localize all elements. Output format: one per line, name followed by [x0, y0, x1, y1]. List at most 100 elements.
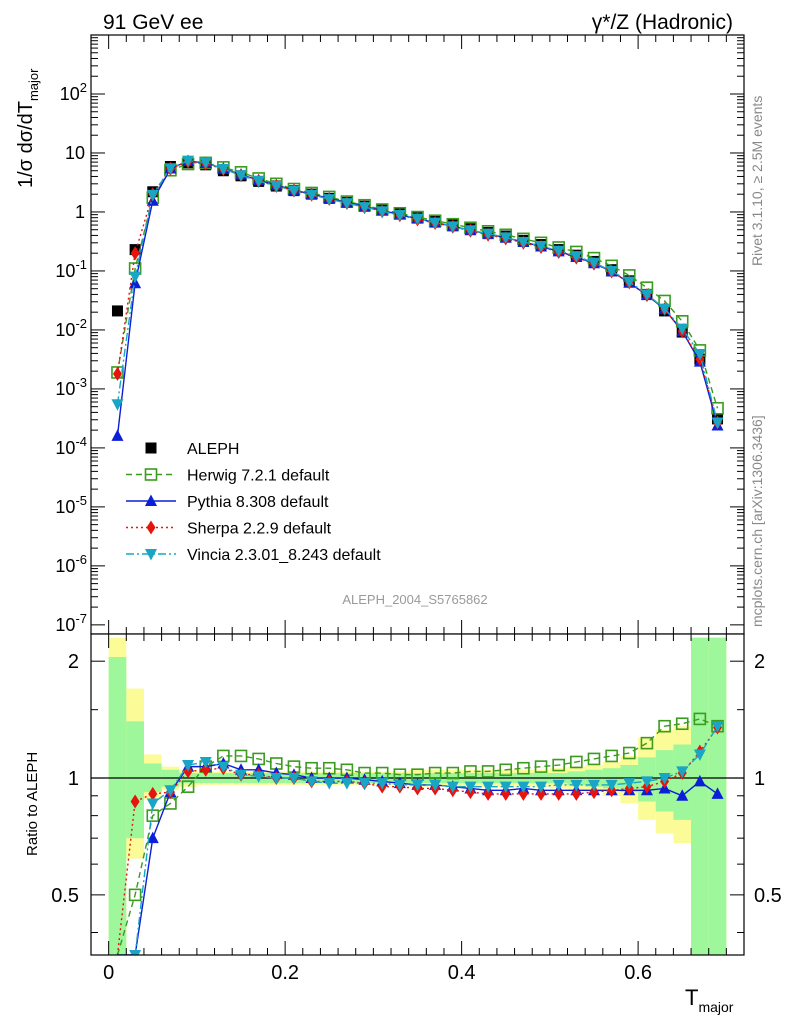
ratio-data-point [481, 765, 495, 778]
ratio-data-point [517, 761, 530, 775]
x-tick-label: 0.6 [624, 962, 652, 984]
ratio-data-point [483, 786, 493, 801]
main-y-tick-label: 1 [75, 202, 85, 222]
legend-marker [144, 468, 158, 481]
main-data-point [340, 198, 353, 210]
ratio-data-point [658, 773, 671, 785]
ratio-series-3 [117, 721, 724, 955]
main-data-point [393, 209, 406, 222]
main-data-point [640, 289, 653, 301]
rivet-version-label: Rivet 3.1.10, ≥ 2.5M events [749, 96, 765, 266]
ratio-y-tick-label-left: 0.5 [51, 885, 79, 907]
legend-label: Sherpa 2.2.9 default [187, 521, 332, 538]
ratio-data-point [676, 789, 689, 801]
main-data-point [235, 170, 248, 182]
ratio-data-point [552, 758, 565, 772]
ratio-x-axis: 0 0.2 0.4 0.6 [90, 634, 727, 984]
main-data-point [517, 236, 530, 249]
main-y-tick-label: 10-2 [55, 316, 87, 340]
legend-label: Vincia 2.3.01_8.243 default [187, 547, 381, 564]
ratio-data-point [693, 774, 706, 787]
ratio-data-point [464, 765, 477, 778]
x-axis-title-sub: major [698, 999, 733, 1015]
main-data-point [552, 245, 565, 258]
main-y-tick-label: 102 [60, 80, 87, 104]
main-data-point [658, 303, 671, 316]
main-data-point [217, 163, 230, 176]
ratio-data-point [199, 756, 212, 769]
ratio-data-point [693, 712, 707, 726]
main-data-point [111, 429, 124, 441]
main-data-point [199, 157, 212, 169]
main-data-point [482, 228, 495, 241]
ratio-data-point [535, 781, 548, 794]
ratio-plot: 0.5 0.5 1 1 2 2 0 0.2 0.4 0.6 [51, 633, 782, 984]
uncertainty-band-inner [691, 637, 709, 955]
ratio-data-point [605, 779, 618, 792]
ratio-data-point [146, 809, 160, 822]
legend-item: ALEPH [145, 441, 239, 458]
main-data-point [129, 271, 142, 284]
main-data-point [146, 189, 159, 202]
ratio-data-point [182, 760, 195, 772]
main-data-point [499, 232, 512, 244]
legend-item: Sherpa 2.2.9 default [126, 520, 332, 538]
ratio-data-point [587, 752, 601, 766]
main-data-point [429, 217, 442, 230]
uncertainty-band-inner [126, 721, 144, 839]
main-data-point [711, 417, 724, 429]
main-y-tick-label: 10-6 [55, 552, 87, 576]
ratio-series-group [116, 712, 724, 955]
ratio-data-point [640, 736, 654, 750]
ratio-data-point [234, 749, 248, 763]
header-channel-label: γ*/Z (Hadronic) [592, 11, 733, 34]
main-y-axis-title: 1/σ dσ/dTmajor [15, 68, 41, 188]
main-data-point [111, 305, 123, 317]
legend-item: Herwig 7.2.1 default [126, 468, 330, 485]
main-series-4 [111, 155, 724, 429]
ratio-data-point [676, 766, 689, 778]
legend-marker [145, 549, 157, 561]
ratio-data-point [570, 755, 583, 769]
ratio-data-point [446, 766, 460, 780]
ratio-data-point [130, 794, 140, 809]
ratio-data-point [270, 773, 283, 785]
ratio-data-point [675, 717, 689, 731]
svg-text:1/σ dσ/dTmajor: 1/σ dσ/dTmajor [15, 68, 41, 188]
main-data-point [111, 399, 124, 411]
main-y-tick-label: 10-7 [55, 611, 87, 635]
ratio-plot-frame [90, 633, 745, 956]
ratio-data-point [605, 749, 618, 763]
main-data-point [570, 251, 583, 263]
main-data-point [605, 265, 618, 278]
ratio-data-point [464, 781, 477, 794]
ratio-data-point [393, 779, 406, 792]
mcplots-credit-label: mcplots.cern.ch [arXiv:1306.3436] [749, 415, 765, 627]
x-axis-title: Tmajor [685, 985, 734, 1015]
ratio-data-point [482, 781, 495, 794]
ratio-data-point [711, 787, 724, 799]
ratio-data-point [148, 786, 158, 801]
ratio-y-tick-label-right: 0.5 [754, 885, 782, 907]
ratio-data-point [552, 779, 565, 792]
ratio-data-point [128, 888, 142, 902]
ratio-data-point [571, 786, 581, 801]
legend-label: ALEPH [187, 441, 239, 458]
main-y-tick-label: 10-5 [55, 493, 87, 517]
legend-item: Vincia 2.3.01_8.243 default [126, 547, 381, 564]
main-y-tick-label: 10-3 [55, 375, 87, 399]
ratio-data-point [181, 780, 195, 793]
main-data-point [323, 194, 336, 206]
ratio-data-point [429, 779, 442, 792]
main-data-point [446, 221, 459, 233]
x-axis-title-text: T [685, 985, 698, 1010]
legend-marker [145, 494, 157, 506]
ratio-data-point [554, 786, 564, 801]
main-data-point [164, 163, 177, 175]
ratio-data-point [323, 778, 336, 790]
main-data-point [711, 401, 724, 415]
main-data-point [411, 213, 424, 226]
main-data-point [535, 240, 548, 253]
ratio-data-point [129, 950, 142, 955]
